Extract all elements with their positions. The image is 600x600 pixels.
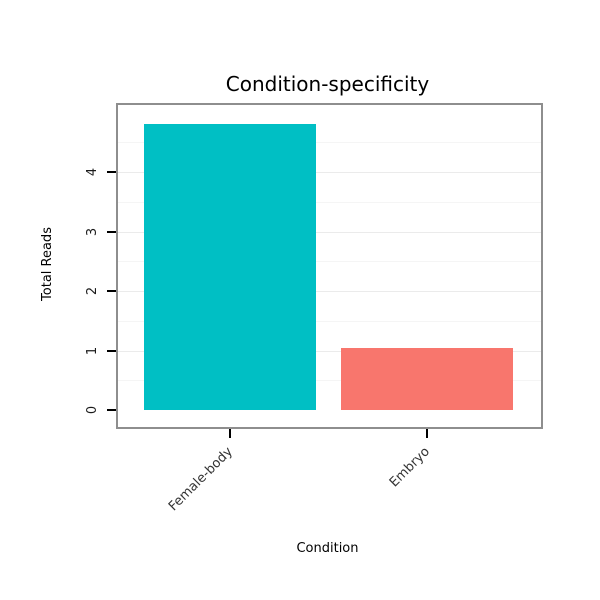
y-axis-tick <box>107 171 116 173</box>
y-axis-title: Total Reads <box>40 227 55 301</box>
minor-gridline <box>118 261 541 263</box>
minor-gridline <box>118 201 541 203</box>
y-axis-tick-label: 1 <box>85 346 100 355</box>
minor-gridline <box>118 380 541 382</box>
y-axis-tick <box>107 349 116 352</box>
y-axis-tick <box>107 290 116 292</box>
plot-panel <box>116 103 543 429</box>
y-axis-tick-label: 4 <box>85 167 100 177</box>
major-gridline <box>118 172 541 173</box>
y-axis-tick <box>107 230 116 233</box>
chart-title: Condition-specificity <box>225 72 430 96</box>
y-axis-tick-label: 0 <box>85 405 100 415</box>
major-gridline <box>118 291 541 292</box>
bar-embryo <box>341 347 513 410</box>
bar-female-body <box>144 124 316 410</box>
minor-gridline <box>118 142 541 144</box>
y-axis-tick <box>107 409 116 411</box>
y-axis-tick-label: 2 <box>85 286 100 296</box>
minor-gridline <box>118 320 541 322</box>
major-gridline <box>118 350 541 352</box>
major-gridline <box>118 231 541 233</box>
y-axis-tick-label: 3 <box>85 227 100 236</box>
x-axis-tick <box>426 429 428 438</box>
x-axis-title: Condition <box>296 541 359 556</box>
x-axis-tick <box>229 429 231 438</box>
